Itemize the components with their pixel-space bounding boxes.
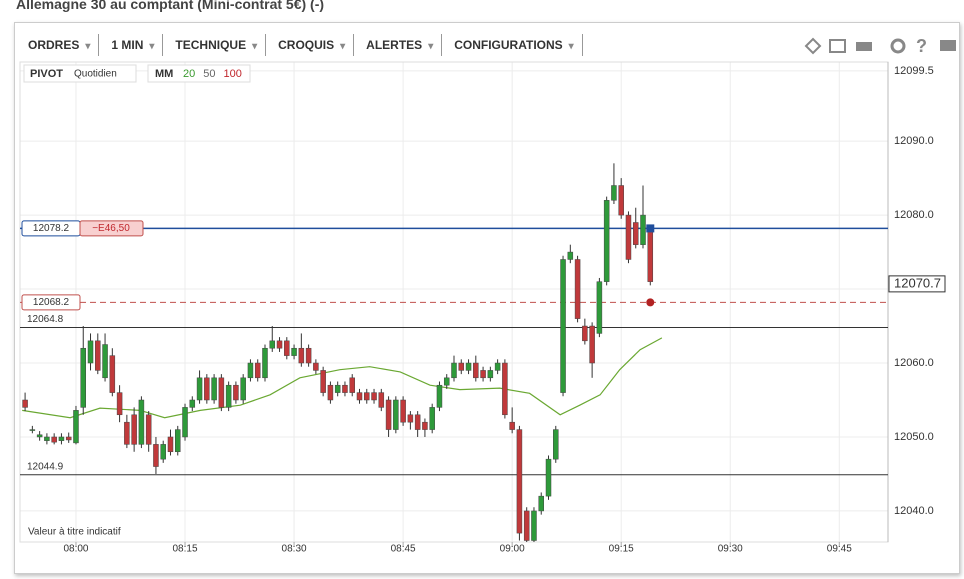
icon[interactable]: [940, 40, 956, 51]
icon[interactable]: ?: [916, 36, 927, 56]
toolbar-icons: ?: [804, 36, 956, 56]
icon[interactable]: [890, 38, 906, 54]
icon[interactable]: [829, 39, 846, 53]
menu-item[interactable]: ALERTES: [354, 34, 443, 56]
icon[interactable]: [804, 37, 822, 55]
toolbar: ORDRES1 MINTECHNIQUECROQUISALERTESCONFIG…: [16, 34, 583, 56]
menu-item[interactable]: CROQUIS: [266, 34, 355, 56]
menu-item[interactable]: ORDRES: [16, 34, 100, 56]
icon[interactable]: [856, 42, 872, 51]
window-title: Allemagne 30 au comptant (Mini-contrat 5…: [16, 0, 325, 12]
menu-item[interactable]: TECHNIQUE: [163, 34, 267, 56]
window: [14, 22, 960, 574]
menu-item[interactable]: 1 MIN: [99, 34, 164, 56]
menu-item[interactable]: CONFIGURATIONS: [442, 34, 583, 56]
